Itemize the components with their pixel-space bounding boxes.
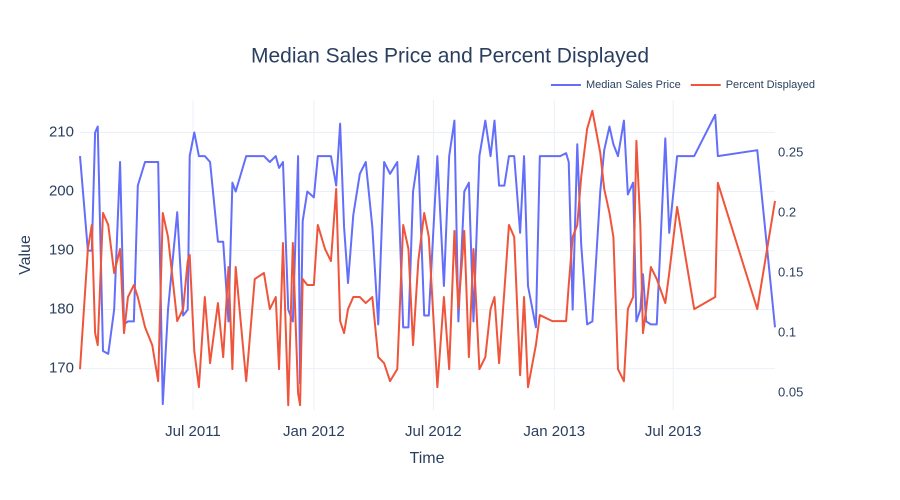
x-tick-label: Jan 2012 xyxy=(283,423,345,440)
chart-title: Median Sales Price and Percent Displayed xyxy=(251,45,649,68)
legend-label: Percent Displayed xyxy=(726,79,815,91)
y-tick-label: 170 xyxy=(49,360,74,377)
legend-label: Median Sales Price xyxy=(586,79,681,91)
y2-tick-label: 0.05 xyxy=(778,385,803,400)
y-tick-label: 200 xyxy=(49,182,74,199)
series-line xyxy=(79,113,776,406)
x-tick-label: Jan 2013 xyxy=(523,423,585,440)
series-line xyxy=(79,109,776,407)
y2-tick-label: 0.2 xyxy=(778,204,796,219)
y2-tick-label: 0.1 xyxy=(778,325,796,340)
x-axis-title: Time xyxy=(410,450,445,467)
y-tick-label: 190 xyxy=(49,242,74,259)
y2-tick-label: 0.15 xyxy=(778,264,803,279)
x-tick-label: Jul 2012 xyxy=(405,423,462,440)
y-tick-label: 180 xyxy=(49,301,74,318)
y-axis-title: Value xyxy=(17,235,34,275)
y2-tick-label: 0.25 xyxy=(778,144,803,159)
x-tick-label: Jul 2013 xyxy=(645,423,702,440)
y-tick-label: 210 xyxy=(49,123,74,140)
x-tick-label: Jul 2011 xyxy=(165,423,221,440)
